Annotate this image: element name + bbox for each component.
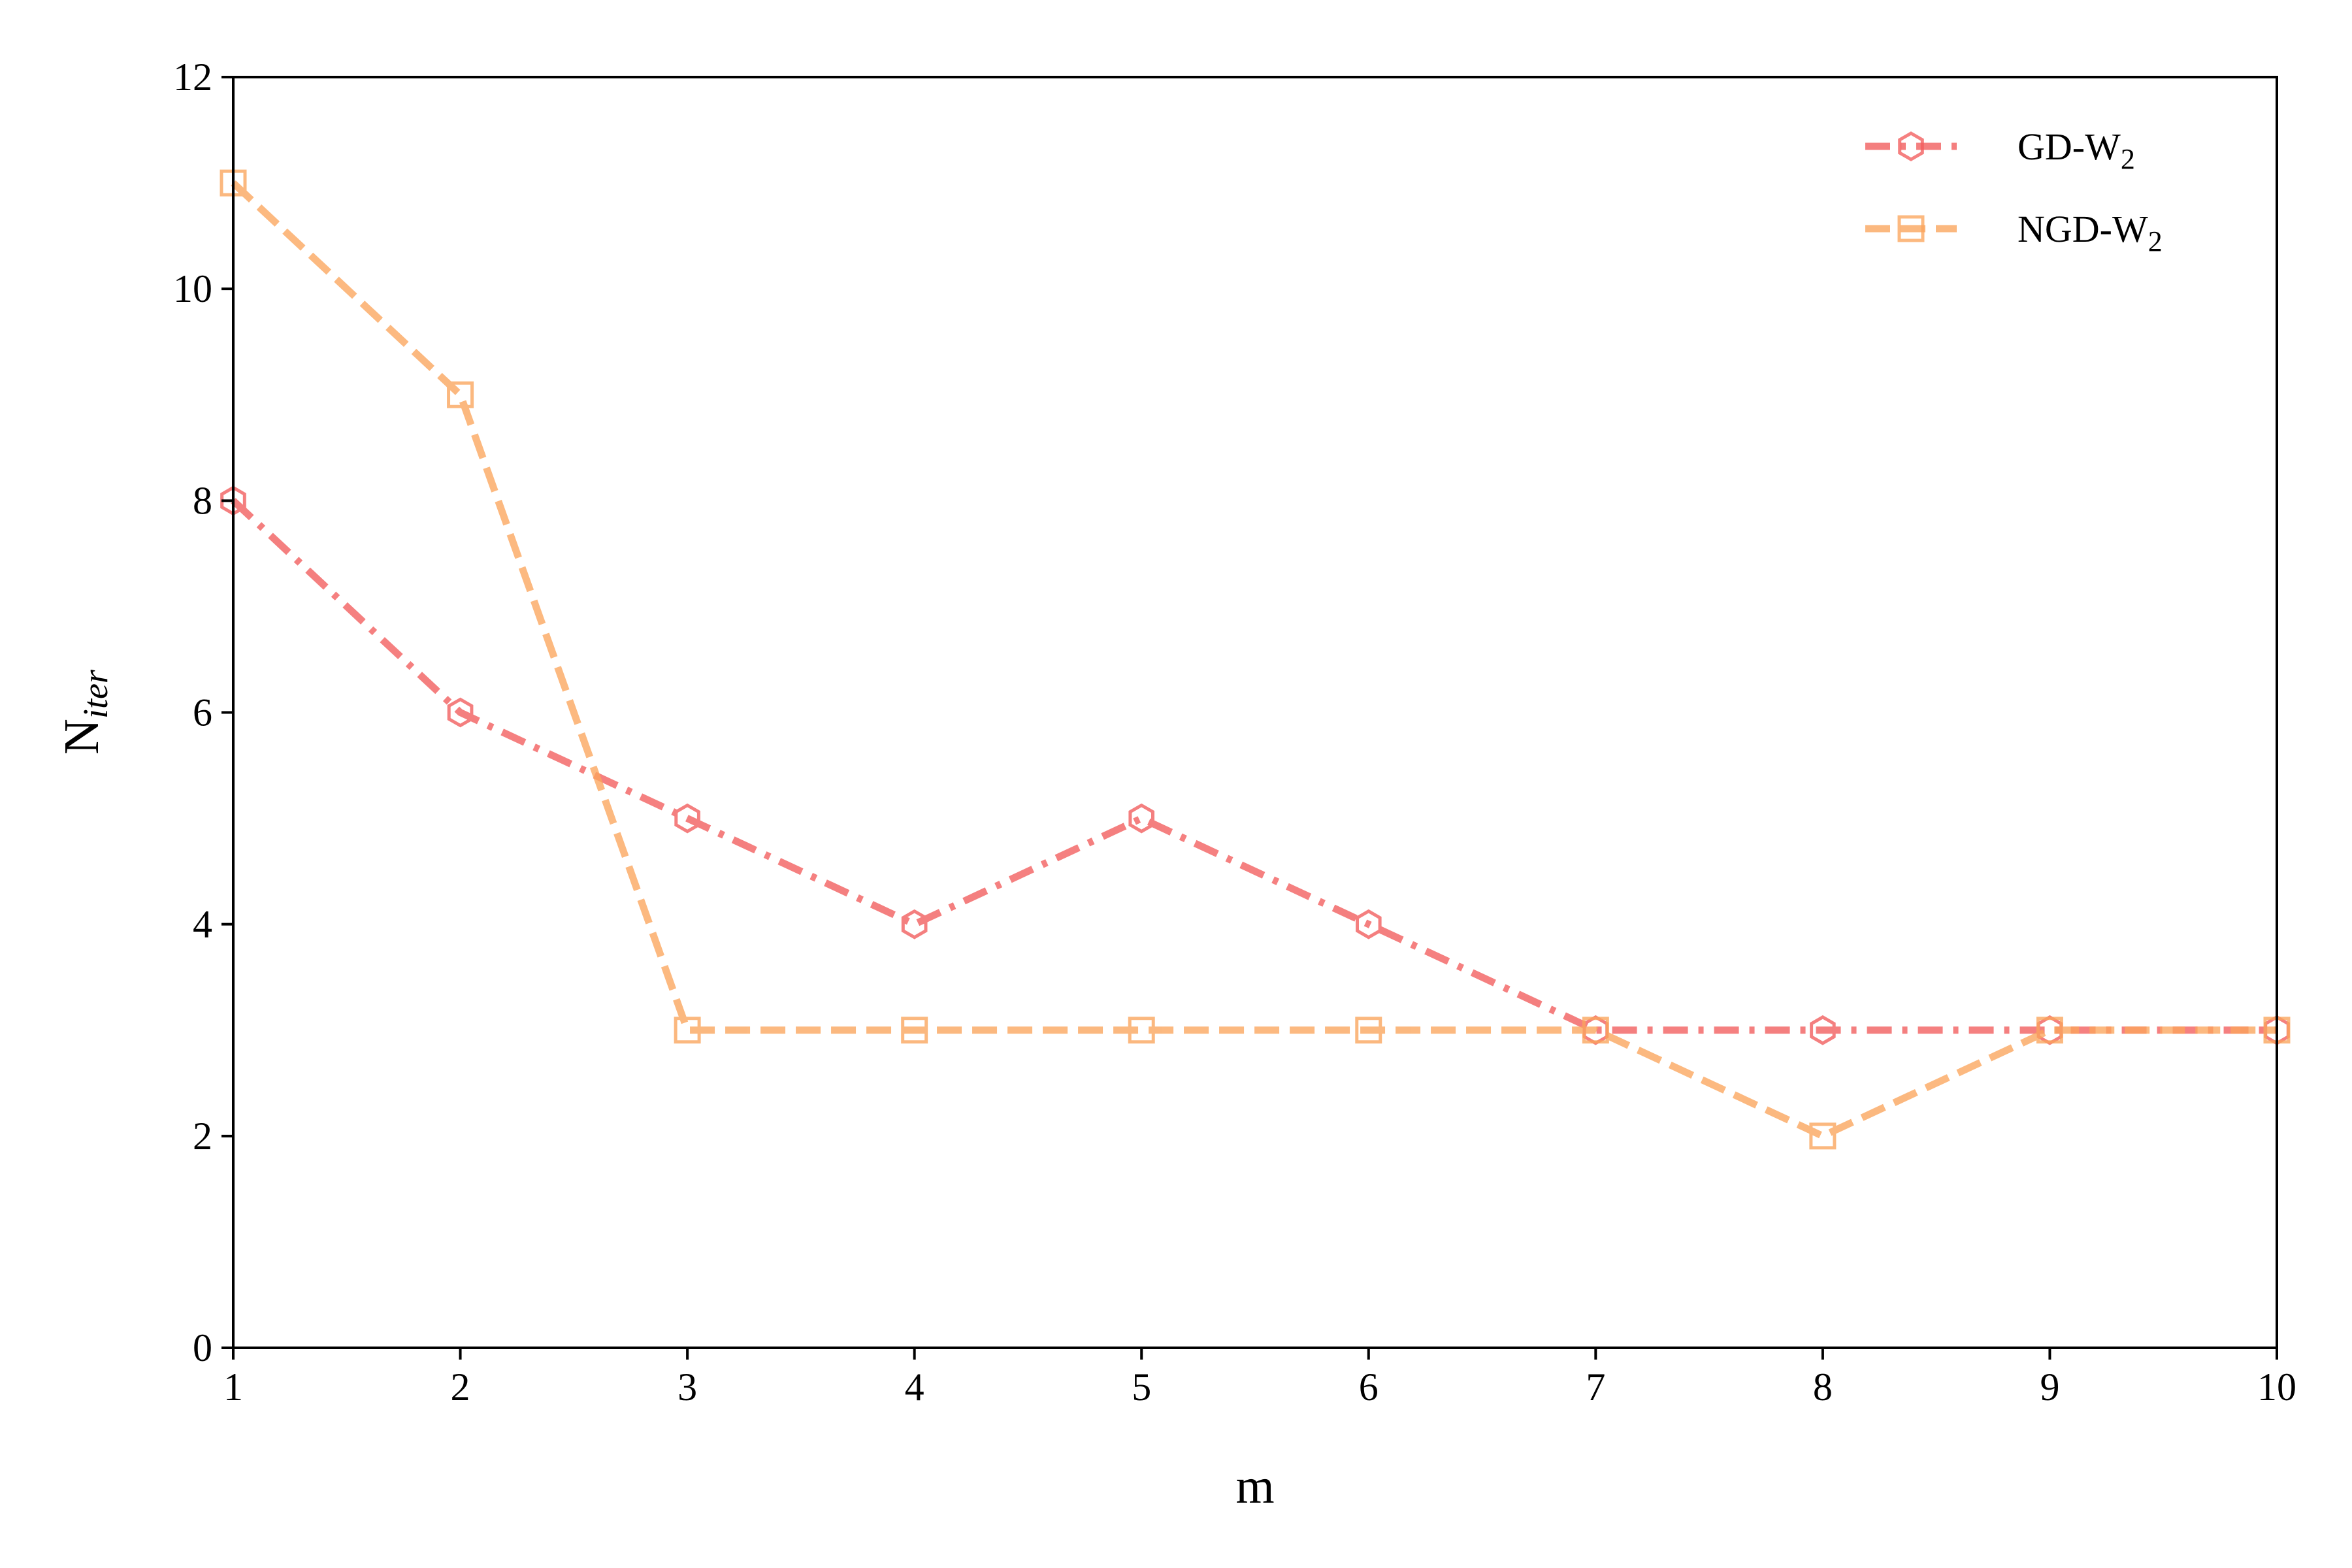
- data-point-marker: [2036, 1017, 2063, 1044]
- y-tick-label: 8: [193, 479, 212, 522]
- y-tick-label: 0: [193, 1326, 212, 1369]
- x-tick-label: 5: [1132, 1365, 1151, 1409]
- series-1: [220, 485, 2290, 1045]
- y-tick-label: 10: [173, 267, 212, 310]
- plot-frame: [232, 76, 2278, 1349]
- x-axis-label: m: [1235, 1459, 1274, 1514]
- x-tick-label: 7: [1586, 1365, 1605, 1409]
- legend-marker: [1898, 131, 1924, 161]
- series-layer: [220, 169, 2291, 1150]
- x-tick-label: 6: [1359, 1365, 1379, 1409]
- legend-label-sub: 2: [2121, 143, 2135, 175]
- y-axis: 0 2 4 6 8 10 12: [173, 56, 233, 1369]
- data-point-marker: [901, 909, 928, 939]
- x-tick-label: 4: [905, 1365, 924, 1409]
- data-point-marker: [1810, 1015, 1836, 1045]
- data-point-marker: [1355, 1017, 1382, 1044]
- legend-label-base: NGD-W: [2017, 208, 2148, 250]
- x-tick-label: 1: [223, 1365, 243, 1409]
- x-tick-label: 2: [451, 1365, 470, 1409]
- series-2: [220, 169, 2291, 1150]
- x-tick-label: 8: [1813, 1365, 1833, 1409]
- data-point-marker: [1128, 1017, 1155, 1044]
- y-tick-label: 6: [193, 691, 212, 734]
- legend-marker-shape: [1897, 215, 1925, 242]
- data-point-marker: [674, 803, 700, 834]
- y-axis-label-sub: iter: [76, 669, 115, 719]
- x-tick-label: 3: [678, 1365, 697, 1409]
- legend-label-sub: 2: [2148, 225, 2163, 257]
- x-axis: 1 2 3 4 5 6 7 8 9 10: [223, 1348, 2296, 1409]
- data-point-marker: [1356, 909, 1382, 939]
- series-line: [231, 180, 2277, 1140]
- y-axis-label-base: N: [54, 719, 109, 755]
- data-point-marker: [1128, 803, 1154, 834]
- x-tick-label: 10: [2257, 1365, 2296, 1409]
- legend-marker: [1897, 215, 1925, 242]
- y-tick-label: 4: [193, 903, 212, 946]
- legend-label: NGD-W2: [2017, 208, 2163, 257]
- x-tick-label: 9: [2040, 1365, 2059, 1409]
- data-point-marker: [447, 381, 474, 408]
- data-point-marker: [901, 1017, 928, 1044]
- data-point-marker: [1809, 1122, 1837, 1150]
- y-tick-label: 2: [193, 1115, 212, 1158]
- data-point-marker: [1582, 1017, 1609, 1044]
- y-tick-label: 12: [173, 56, 212, 99]
- data-point-marker: [447, 697, 474, 728]
- data-point-marker: [674, 1017, 701, 1044]
- legend-label-base: GD-W: [2017, 125, 2121, 168]
- series-line: [231, 498, 2277, 1034]
- y-axis-label: Niter: [54, 669, 115, 755]
- legend-label: GD-W2: [2017, 125, 2135, 175]
- legend-marker-shape: [1898, 131, 1924, 161]
